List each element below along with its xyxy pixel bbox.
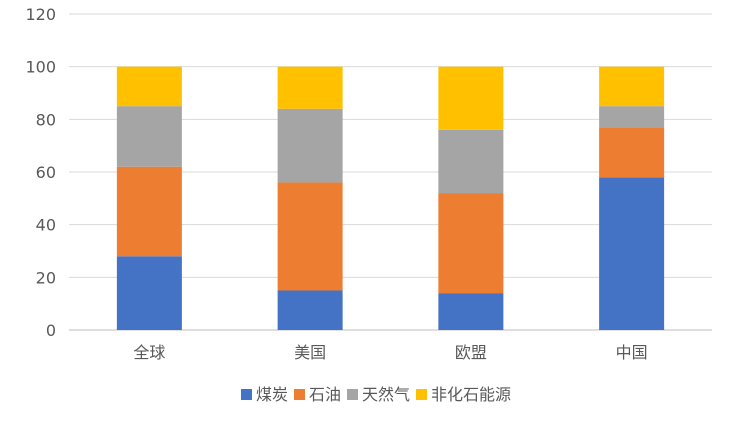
legend-item: 煤炭	[240, 385, 288, 404]
legend-label: 天然气	[362, 385, 410, 404]
bar-segment	[277, 182, 343, 291]
x-tick-label: 欧盟	[455, 343, 487, 362]
bar-segment	[277, 290, 343, 330]
bar-segment	[277, 108, 343, 183]
legend-swatch	[416, 389, 428, 400]
y-axis: 0 20 40 60 80 100 120	[25, 5, 56, 340]
legend: 煤炭 石油 天然气 非化石能源	[240, 385, 511, 404]
x-tick-label: 美国	[294, 343, 326, 362]
bar-segment	[116, 66, 182, 107]
x-axis: 全球 美国 欧盟 中国	[133, 343, 647, 362]
y-tick-label: 100	[25, 58, 56, 77]
bar-segment	[116, 166, 182, 257]
y-tick-label: 0	[46, 321, 56, 340]
legend-item: 石油	[293, 385, 341, 404]
bar-segment	[116, 106, 182, 167]
bar-segment	[599, 66, 665, 107]
legend-label: 非化石能源	[431, 385, 511, 404]
bar-segment	[599, 127, 665, 178]
legend-label: 煤炭	[256, 385, 288, 404]
legend-swatch	[240, 389, 252, 400]
y-tick-label: 60	[36, 163, 56, 182]
y-tick-label: 120	[25, 5, 56, 24]
x-tick-label: 中国	[616, 343, 648, 362]
bar-segment	[116, 256, 182, 330]
bar-segment	[599, 177, 665, 330]
y-tick-label: 80	[36, 110, 56, 129]
legend-swatch	[293, 389, 305, 400]
bar-segment	[438, 66, 504, 130]
y-tick-label: 20	[36, 268, 56, 287]
legend-item: 天然气	[347, 385, 410, 404]
legend-label: 石油	[309, 385, 341, 404]
bar-segment	[277, 66, 343, 109]
bar-segment	[438, 293, 504, 330]
bar-segment	[438, 129, 504, 194]
bars	[116, 66, 665, 330]
legend-swatch	[347, 389, 358, 400]
y-tick-label: 40	[36, 216, 56, 235]
bar-segment	[599, 106, 665, 128]
legend-item: 非化石能源	[416, 385, 511, 404]
bar-segment	[438, 193, 504, 294]
x-tick-label: 全球	[133, 343, 165, 362]
